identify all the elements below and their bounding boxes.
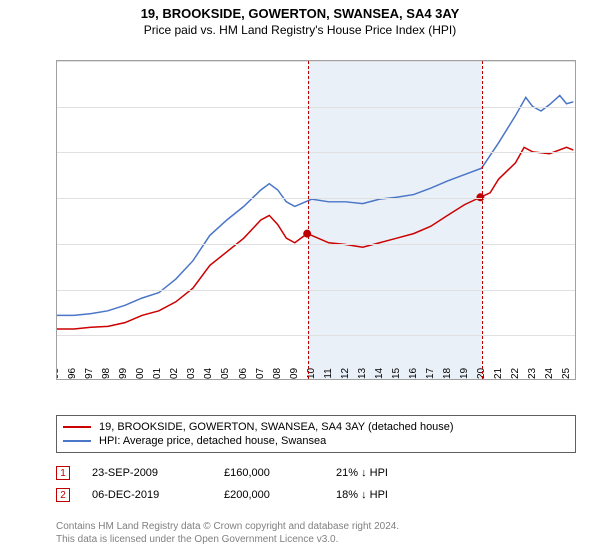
legend-swatch [63, 426, 91, 428]
x-tick-label: 2018 [438, 368, 453, 380]
x-tick-label: 2025 [557, 368, 572, 380]
y-tick-label: £350K [56, 60, 57, 67]
page-subtitle: Price paid vs. HM Land Registry's House … [0, 21, 600, 41]
legend-text: 19, BROOKSIDE, GOWERTON, SWANSEA, SA4 3A… [99, 421, 454, 433]
sale-price: £160,000 [224, 467, 314, 479]
x-tick-label: 2006 [233, 368, 248, 380]
sale-marker-box: 2 [56, 488, 70, 502]
gridline [57, 244, 575, 245]
legend-row: HPI: Average price, detached house, Swan… [63, 434, 569, 448]
x-tick-label: 1996 [63, 368, 78, 380]
x-tick-label: 2020 [472, 368, 487, 380]
x-tick-label: 2003 [182, 368, 197, 380]
x-tick-label: 2001 [148, 368, 163, 380]
x-tick-label: 2024 [540, 368, 555, 380]
sale-row: 2 06-DEC-2019 £200,000 18% ↓ HPI [56, 484, 576, 506]
footer-attribution: Contains HM Land Registry data © Crown c… [56, 520, 576, 546]
x-tick-label: 1999 [114, 368, 129, 380]
x-tick-label: 2023 [523, 368, 538, 380]
legend-row: 19, BROOKSIDE, GOWERTON, SWANSEA, SA4 3A… [63, 420, 569, 434]
x-tick-label: 2007 [250, 368, 265, 380]
sale-marker-box: 1 [56, 466, 70, 480]
sales-table: 1 23-SEP-2009 £160,000 21% ↓ HPI 2 06-DEC-201… [56, 462, 576, 506]
x-tick-label: 2012 [336, 368, 351, 380]
gridline [57, 290, 575, 291]
x-tick-label: 2017 [421, 368, 436, 380]
x-tick-label: 2008 [268, 368, 283, 380]
sale-date: 23-SEP-2009 [92, 467, 202, 479]
legend-swatch [63, 440, 91, 442]
legend-text: HPI: Average price, detached house, Swan… [99, 435, 326, 447]
y-tick-label: £50K [56, 329, 57, 341]
sale-date: 06-DEC-2019 [92, 489, 202, 501]
x-tick-label: 2000 [131, 368, 146, 380]
sale-diff: 21% ↓ HPI [336, 467, 436, 479]
gridline [57, 198, 575, 199]
footer-line-2: This data is licensed under the Open Gov… [56, 533, 576, 546]
marker-vline [482, 61, 483, 379]
series-layer [57, 61, 575, 379]
sale-row: 1 23-SEP-2009 £160,000 21% ↓ HPI [56, 462, 576, 484]
page-title: 19, BROOKSIDE, GOWERTON, SWANSEA, SA4 3A… [0, 0, 600, 21]
x-tick-label: 2011 [319, 368, 334, 380]
marker-vline [308, 61, 309, 379]
legend-box: 19, BROOKSIDE, GOWERTON, SWANSEA, SA4 3A… [56, 415, 576, 453]
x-tick-label: 1998 [97, 368, 112, 380]
x-tick-label: 2022 [506, 368, 521, 380]
sale-price: £200,000 [224, 489, 314, 501]
series-line-hpi [57, 95, 573, 315]
x-tick-label: 1995 [56, 368, 61, 380]
y-tick-label: £150K [56, 238, 57, 250]
chart-container: 19, BROOKSIDE, GOWERTON, SWANSEA, SA4 3A… [0, 0, 600, 560]
x-tick-label: 2015 [387, 368, 402, 380]
plot-area: £0£50K£100K£150K£200K£250K£300K£350K1995… [56, 60, 576, 380]
gridline [57, 152, 575, 153]
gridline [57, 61, 575, 62]
x-tick-label: 2013 [353, 368, 368, 380]
x-tick-label: 2016 [404, 368, 419, 380]
gridline [57, 107, 575, 108]
footer-line-1: Contains HM Land Registry data © Crown c… [56, 520, 576, 533]
x-tick-label: 2004 [199, 368, 214, 380]
x-tick-label: 2005 [216, 368, 231, 380]
x-tick-label: 2019 [455, 368, 470, 380]
x-tick-label: 2014 [370, 368, 385, 380]
y-tick-label: £250K [56, 146, 57, 158]
x-tick-label: 2009 [285, 368, 300, 380]
x-tick-label: 2021 [489, 368, 504, 380]
x-tick-label: 2002 [165, 368, 180, 380]
gridline [57, 335, 575, 336]
x-tick-label: 1997 [80, 368, 95, 380]
y-tick-label: £100K [56, 284, 57, 296]
sale-diff: 18% ↓ HPI [336, 489, 436, 501]
y-tick-label: £200K [56, 192, 57, 204]
y-tick-label: £300K [56, 101, 57, 113]
